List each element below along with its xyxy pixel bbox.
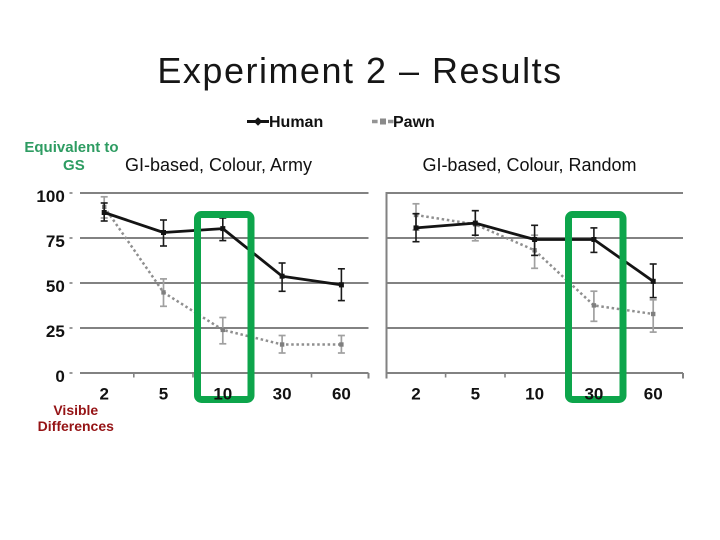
svg-text:75: 75 xyxy=(46,232,65,251)
svg-text:60: 60 xyxy=(332,384,351,403)
svg-text:30: 30 xyxy=(584,384,603,403)
svg-text:2: 2 xyxy=(99,384,108,403)
svg-text:60: 60 xyxy=(644,384,663,403)
svg-text:25: 25 xyxy=(46,322,65,341)
svg-text:10: 10 xyxy=(525,384,544,403)
svg-text:100: 100 xyxy=(36,187,64,206)
svg-text:2: 2 xyxy=(411,384,420,403)
svg-text:10: 10 xyxy=(213,384,232,403)
svg-text:0: 0 xyxy=(55,367,64,386)
svg-text:5: 5 xyxy=(159,384,168,403)
svg-text:50: 50 xyxy=(46,277,65,296)
svg-text:30: 30 xyxy=(273,384,292,403)
svg-text:5: 5 xyxy=(471,384,480,403)
